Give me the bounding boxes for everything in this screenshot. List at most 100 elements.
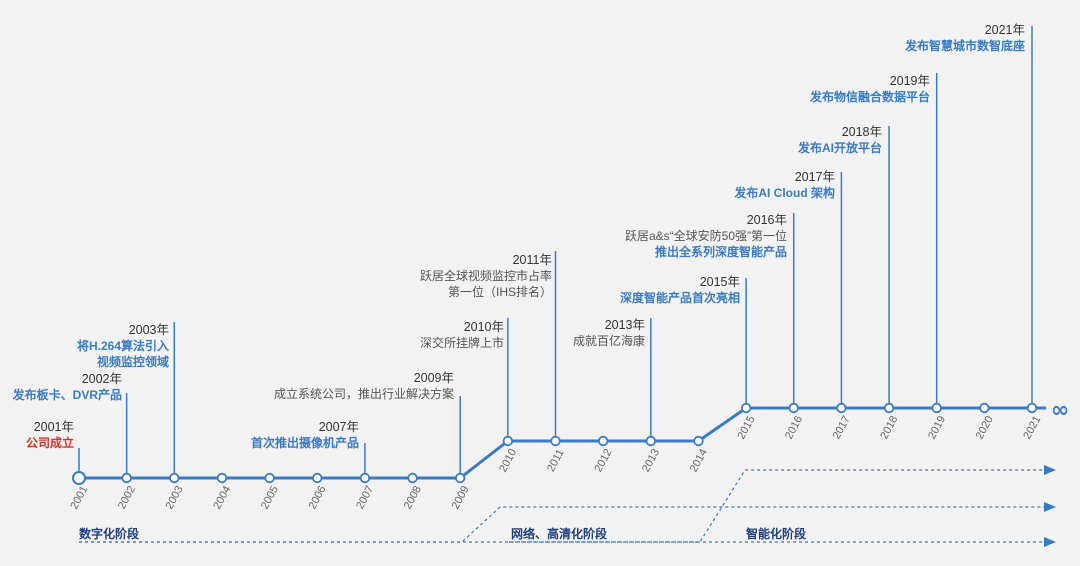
milestone-2011-line1: 跃居全球视频监控市占率	[419, 269, 552, 283]
stage-network-path	[79, 506, 1044, 543]
axis-label-2020: 2020	[974, 414, 996, 441]
milestone-2011: 2011年 跃居全球视频监控市占率 第一位（IHS排名）	[420, 252, 552, 300]
year-node-2018	[883, 402, 895, 414]
milestone-2013-text: 成就百亿海康	[572, 334, 645, 348]
year-node-2017	[836, 402, 847, 414]
axis-label-2017: 2017	[831, 414, 853, 441]
axis-label-2008: 2008	[402, 484, 424, 511]
axis-label-2018: 2018	[878, 414, 900, 441]
axis-label-2007: 2007	[354, 484, 376, 511]
milestone-2019-year: 2019年	[889, 74, 930, 88]
axis-label-2001: 2001	[68, 484, 90, 511]
year-node-2002	[121, 472, 132, 484]
year-node-2010	[502, 435, 514, 447]
milestone-2015: 2015年 深度智能产品首次亮相	[620, 274, 740, 306]
milestone-2007-year: 2007年	[318, 420, 359, 434]
axis-label-2013: 2013	[640, 447, 662, 474]
year-node-2014	[693, 435, 704, 447]
milestone-2013: 2013年 成就百亿海康	[573, 317, 645, 349]
stage-arrows	[79, 465, 1056, 547]
milestone-2018-text: 发布AI开放平台	[797, 141, 882, 155]
axis-label-2005: 2005	[259, 484, 281, 511]
year-node-2004	[216, 472, 228, 484]
milestone-2010-year: 2010年	[463, 320, 504, 334]
milestone-2002-text: 发布板卡、DVR产品	[12, 388, 122, 402]
year-node-2008	[407, 472, 418, 484]
axis-label-2014: 2014	[688, 447, 710, 474]
axis-label-2021: 2021	[1021, 414, 1043, 441]
milestone-2002: 2002年 发布板卡、DVR产品	[13, 371, 122, 403]
milestone-2007-text: 首次推出摄像机产品	[250, 436, 359, 450]
stage-intelligent-arrowhead	[1044, 465, 1056, 475]
axis-label-2004: 2004	[211, 484, 233, 511]
milestone-2009-year: 2009年	[413, 371, 454, 385]
milestone-2009-text: 成立系统公司，推出行业解决方案	[273, 387, 454, 401]
milestone-2017-year: 2017年	[794, 170, 835, 184]
stage-digital-arrowhead	[1044, 537, 1056, 547]
stage-digital-label: 数字化阶段	[79, 527, 140, 541]
year-node-2012	[597, 435, 609, 447]
axis-label-2016: 2016	[783, 414, 805, 441]
infinity-symbol: ∞	[1051, 398, 1069, 423]
milestone-2002-year: 2002年	[81, 372, 122, 386]
axis-label-2009: 2009	[450, 484, 472, 511]
milestone-2021-year: 2021年	[984, 23, 1025, 37]
year-node-2011	[550, 435, 561, 447]
milestone-2016: 2016年 跃居a&s“全球安防50强”第一位 推出全系列深度智能产品	[625, 212, 787, 260]
milestone-connectors	[78, 26, 1033, 478]
milestone-2009: 2009年 成立系统公司，推出行业解决方案	[274, 370, 454, 402]
year-node-2007	[359, 472, 371, 484]
milestone-2018: 2018年 发布AI开放平台	[798, 124, 882, 156]
milestone-2003-year: 2003年	[128, 323, 169, 337]
year-node-2006	[312, 472, 323, 484]
axis-label-2012: 2012	[592, 447, 614, 474]
milestone-2021-text: 发布智慧城市数智底座	[904, 39, 1025, 53]
milestone-2017: 2017年 发布AI Cloud 架构	[734, 169, 835, 201]
milestone-2001-year: 2001年	[33, 420, 74, 434]
year-node-2015	[740, 402, 752, 414]
year-node-2020	[979, 402, 990, 414]
milestone-2019: 2019年 发布物信融合数据平台	[810, 73, 930, 105]
year-node-2019	[931, 402, 942, 414]
milestone-2015-text: 深度智能产品首次亮相	[619, 291, 740, 305]
axis-label-2002: 2002	[116, 484, 138, 511]
milestone-2007: 2007年 首次推出摄像机产品	[251, 419, 359, 451]
milestone-2021: 2021年 发布智慧城市数智底座	[905, 22, 1025, 54]
year-node-2003	[169, 472, 180, 484]
year-node-2005	[264, 472, 275, 484]
year-node-2009	[455, 472, 466, 484]
milestone-2010: 2010年 深交所挂牌上市	[420, 319, 504, 351]
milestone-2011-year: 2011年	[512, 253, 552, 267]
milestone-2017-text: 发布AI Cloud 架构	[734, 186, 835, 200]
stage-intelligent-label: 智能化阶段	[746, 527, 807, 541]
year-node-2021	[1026, 402, 1038, 414]
year-node-2001	[72, 471, 86, 485]
milestone-2016-line1: 跃居a&s“全球安防50强”第一位	[624, 229, 787, 243]
milestone-2001: 2001年 公司成立	[26, 419, 74, 451]
milestone-2016-year: 2016年	[746, 213, 787, 227]
axis-label-2003: 2003	[164, 484, 186, 511]
milestone-2003-line1: 将H.264算法引入	[76, 339, 169, 353]
timeline-line	[79, 406, 1046, 480]
axis-label-2011: 2011	[545, 447, 567, 474]
year-node-2016	[788, 402, 799, 414]
milestone-2016-line2: 推出全系列深度智能产品	[654, 245, 787, 259]
stage-network-arrowhead	[1044, 502, 1056, 512]
milestone-2011-line2: 第一位（IHS排名）	[447, 285, 552, 299]
milestone-2019-text: 发布物信融合数据平台	[809, 90, 930, 104]
milestone-2018-year: 2018年	[841, 125, 882, 139]
stage-network-label: 网络、高清化阶段	[511, 527, 608, 541]
axis-label-2015: 2015	[735, 414, 757, 441]
axis-label-2019: 2019	[926, 414, 948, 441]
milestone-2003-line2: 视频监控领域	[96, 355, 169, 369]
timeline-nodes	[72, 402, 1038, 485]
axis-label-2006: 2006	[307, 484, 329, 511]
milestone-2010-text: 深交所挂牌上市	[419, 336, 504, 350]
milestone-2003: 2003年 将H.264算法引入 视频监控领域	[77, 322, 169, 370]
axis-label-2010: 2010	[497, 447, 519, 474]
year-node-2013	[645, 435, 657, 447]
milestone-2015-year: 2015年	[699, 275, 740, 289]
milestone-2001-text: 公司成立	[25, 436, 74, 450]
milestone-2013-year: 2013年	[604, 318, 645, 332]
